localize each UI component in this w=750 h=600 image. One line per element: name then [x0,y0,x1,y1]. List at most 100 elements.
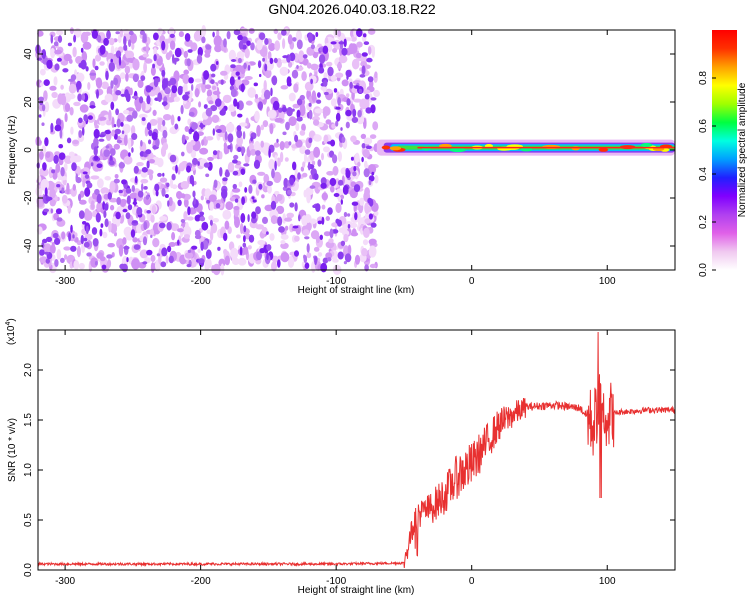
noise-blob [237,34,243,41]
noise-blob [150,66,156,76]
noise-blob [115,90,122,96]
noise-blob [368,46,372,55]
noise-blob [247,64,251,71]
noise-blob [151,131,158,141]
noise-blob [359,74,366,78]
noise-blob [227,161,235,173]
noise-blob [177,239,180,246]
noise-blob [140,75,146,81]
noise-blob [294,167,298,179]
noise-blob [250,42,255,51]
noise-blob [310,63,319,71]
noise-blob [96,252,104,259]
noise-blob [236,125,242,132]
noise-blob [343,233,349,243]
noise-blob [269,57,274,65]
noise-blob [169,77,177,86]
noise-blob [280,85,289,90]
noise-blob [73,260,80,270]
noise-blob [152,109,157,116]
noise-blob [367,76,374,83]
noise-blob [255,150,261,156]
noise-blob [146,95,151,105]
noise-blob [130,229,136,238]
noise-blob [87,115,93,120]
noise-blob [301,71,307,82]
noise-blob [308,137,313,144]
noise-blob [255,159,259,169]
noise-blob [82,41,92,50]
noise-blob [233,29,241,36]
noise-blob [145,149,152,155]
noise-blob [200,123,204,130]
noise-blob [128,30,134,36]
noise-blob [323,134,329,145]
noise-blob [217,246,221,251]
noise-blob [280,242,289,249]
noise-blob [347,224,351,229]
noise-blob [79,199,87,205]
svg-text:(x104): (x104) [5,318,17,345]
noise-blob [161,187,166,197]
noise-blob [146,249,153,256]
noise-blob [203,162,210,168]
noise-blob [243,235,246,243]
noise-blob [132,237,138,243]
noise-blob [96,163,103,168]
noise-blob [72,140,79,145]
noise-blob [57,35,63,43]
noise-blob [100,187,109,195]
noise-blob [116,118,121,128]
ridge-peak [598,147,609,152]
noise-blob [370,97,377,101]
noise-blob [370,104,376,114]
noise-blob [74,232,78,238]
noise-blob [202,240,209,250]
noise-blob [60,94,67,106]
noise-blob [353,98,362,103]
noise-blob [223,142,227,149]
noise-blob [80,59,87,70]
noise-blob [357,161,361,167]
noise-blob [49,188,56,199]
noise-blob [204,84,212,90]
noise-blob [182,225,192,238]
colorbar-tick-label: 0.2 [698,215,709,229]
noise-blob [59,129,63,139]
noise-blob [125,93,131,103]
noise-blob [282,55,289,59]
noise-blob [242,131,246,140]
noise-blob [323,79,328,87]
noise-blob [266,244,272,251]
noise-blob [177,85,183,96]
noise-blob [351,228,357,237]
noise-blob [38,96,44,102]
noise-blob [73,34,77,43]
noise-blob [229,76,235,86]
snr-y-axis: 0.0 0.5 1.0 1.5 2.0 [23,363,675,577]
noise-blob [99,228,103,237]
noise-blob [122,208,128,213]
noise-blob [107,243,115,248]
noise-blob [280,240,286,245]
noise-blob [90,200,95,210]
noise-blob [369,198,374,207]
noise-blob [183,234,191,239]
noise-blob [308,102,312,107]
noise-blob [209,230,214,241]
noise-blob [267,109,277,119]
noise-blob [278,226,285,233]
noise-blob [348,222,358,229]
noise-blob [121,130,125,135]
noise-blob [54,237,61,245]
noise-blob [341,47,348,56]
noise-blob [45,151,51,158]
noise-blob [325,119,332,125]
noise-blob [210,105,218,112]
noise-blob [307,33,313,43]
noise-blob [68,151,75,157]
noise-blob [285,121,290,131]
noise-blob [41,49,47,59]
noise-blob [242,32,247,38]
noise-blob [56,184,61,188]
